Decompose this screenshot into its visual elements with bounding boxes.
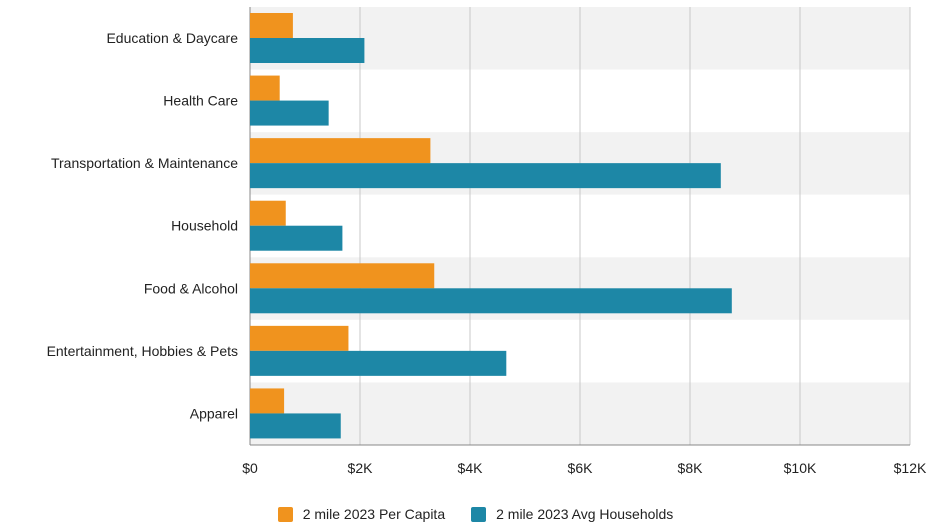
legend-item-avg-households[interactable]: 2 mile 2023 Avg Households — [471, 506, 673, 522]
legend: 2 mile 2023 Per Capita 2 mile 2023 Avg H… — [0, 506, 951, 522]
x-tick-label-6k: $6K — [568, 460, 594, 476]
bar-2-mile-2023-per-capita-education-daycare — [250, 13, 293, 38]
x-tick-label-0: $0 — [242, 460, 258, 476]
bar-2-mile-2023-avg-households-household — [250, 225, 343, 251]
bar-2-mile-2023-avg-households-entertainment-hobbies-pets — [250, 350, 507, 376]
category-label-household: Household — [171, 218, 238, 234]
x-tick-label-12k: $12K — [894, 460, 927, 476]
bar-2-mile-2023-avg-households-food-alcohol — [250, 288, 732, 314]
bar-2-mile-2023-per-capita-transportation-maintenance — [250, 138, 431, 164]
legend-swatch-avg-households — [471, 506, 487, 522]
category-label-education-daycare: Education & Daycare — [106, 30, 238, 46]
bar-2-mile-2023-avg-households-apparel — [250, 413, 341, 439]
bar-2-mile-2023-per-capita-household — [250, 200, 286, 226]
x-tick-label-2k: $2K — [348, 460, 374, 476]
bar-chart: Education & Daycare Health Care Transporta… — [47, 7, 927, 476]
bar-2-mile-2023-avg-households-transportation-maintenance — [250, 163, 721, 189]
bar-2-mile-2023-per-capita-entertainment-hobbies-pets — [250, 325, 349, 351]
category-label-transportation-maintenance: Transportation & Maintenance — [51, 155, 238, 171]
category-label-entertainment-hobbies-pets: Entertainment, Hobbies & Pets — [47, 343, 238, 359]
category-labels: Education & Daycare Health Care Transporta… — [47, 30, 239, 421]
bar-2-mile-2023-avg-households-health-care — [250, 100, 329, 126]
bar-2-mile-2023-per-capita-food-alcohol — [250, 263, 435, 289]
bar-2-mile-2023-per-capita-apparel — [250, 388, 285, 414]
bar-2-mile-2023-avg-households-education-daycare — [250, 38, 365, 63]
category-label-apparel: Apparel — [190, 405, 238, 421]
category-label-health-care: Health Care — [163, 93, 238, 109]
x-tick-label-8k: $8K — [678, 460, 704, 476]
category-label-food-alcohol: Food & Alcohol — [144, 280, 238, 296]
bar-2-mile-2023-per-capita-health-care — [250, 75, 280, 101]
bars — [250, 13, 732, 439]
legend-item-per-capita[interactable]: 2 mile 2023 Per Capita — [277, 506, 446, 522]
legend-label-avg-households: 2 mile 2023 Avg Households — [496, 506, 674, 522]
x-tick-label-10k: $10K — [784, 460, 817, 476]
legend-swatch-per-capita — [277, 506, 293, 522]
x-tick-label-4k: $4K — [458, 460, 484, 476]
legend-label-per-capita: 2 mile 2023 Per Capita — [302, 506, 446, 522]
x-axis-ticks: $0 $2K $4K $6K $8K $10K $12K — [242, 460, 927, 476]
